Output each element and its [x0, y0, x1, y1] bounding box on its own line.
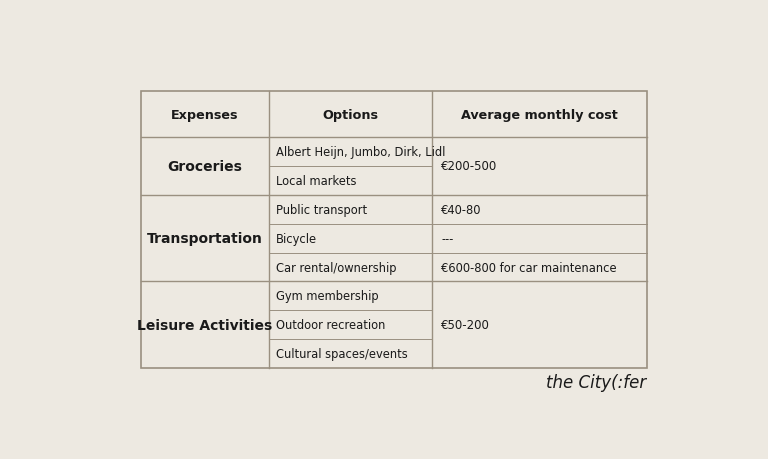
Text: Bicycle: Bicycle [276, 232, 317, 245]
Text: Local markets: Local markets [276, 175, 356, 188]
Text: Gym membership: Gym membership [276, 290, 379, 302]
Text: Transportation: Transportation [147, 232, 263, 246]
Text: Cultural spaces/events: Cultural spaces/events [276, 347, 408, 360]
Text: Car rental/ownership: Car rental/ownership [276, 261, 396, 274]
Text: Leisure Activities: Leisure Activities [137, 318, 272, 332]
Text: ---: --- [441, 232, 454, 245]
Text: Options: Options [323, 108, 379, 121]
Text: €200-500: €200-500 [441, 160, 498, 173]
Text: Average monthly cost: Average monthly cost [461, 108, 617, 121]
Text: Outdoor recreation: Outdoor recreation [276, 319, 385, 331]
Text: €600-800 for car maintenance: €600-800 for car maintenance [441, 261, 617, 274]
Text: €50-200: €50-200 [441, 319, 490, 331]
Text: €40-80: €40-80 [441, 204, 482, 217]
Text: Public transport: Public transport [276, 204, 367, 217]
Text: Expenses: Expenses [170, 108, 238, 121]
Bar [141, 92, 647, 368]
Text: Albert Heijn, Jumbo, Dirk, Lidl: Albert Heijn, Jumbo, Dirk, Lidl [276, 146, 445, 158]
Text: the City(:fer: the City(:fer [546, 374, 647, 392]
Text: Groceries: Groceries [167, 160, 242, 174]
